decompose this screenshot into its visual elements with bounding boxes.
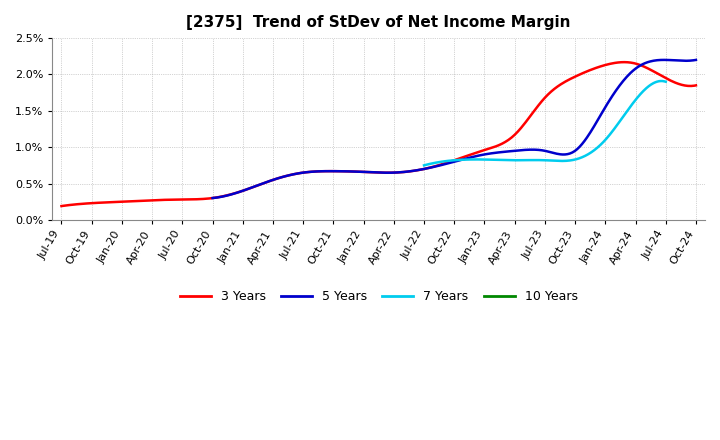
Legend: 3 Years, 5 Years, 7 Years, 10 Years: 3 Years, 5 Years, 7 Years, 10 Years <box>174 285 582 308</box>
Title: [2375]  Trend of StDev of Net Income Margin: [2375] Trend of StDev of Net Income Marg… <box>186 15 571 30</box>
